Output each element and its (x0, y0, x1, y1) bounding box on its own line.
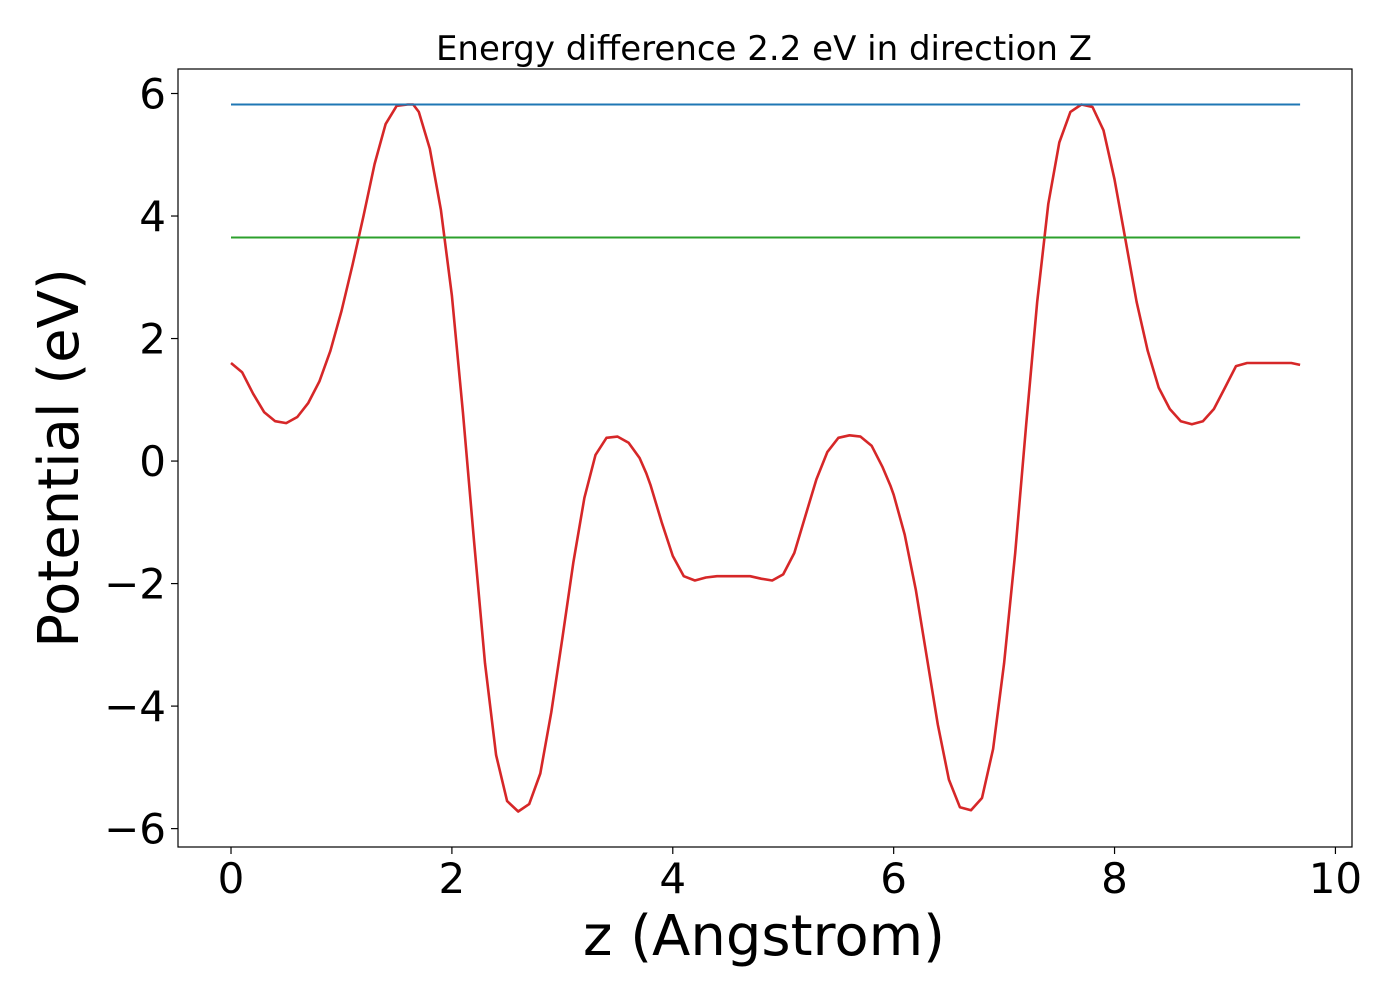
x-tick-label: 0 (218, 854, 245, 903)
y-tick-label: 6 (139, 70, 166, 119)
x-tick-label: 2 (439, 854, 466, 903)
x-axis-label: z (Angstrom) (583, 904, 945, 969)
x-ticks: 0 2 4 6 8 10 (218, 847, 1362, 903)
y-axis-label: Potential (eV) (27, 268, 92, 648)
y-ticks: −6 −4 −2 0 2 4 6 (104, 70, 178, 854)
axes-frame (177, 68, 1353, 848)
x-tick-label: 4 (659, 854, 686, 903)
x-tick-label: 8 (1101, 854, 1128, 903)
y-tick-label: 4 (139, 192, 166, 241)
x-tick-label: 10 (1309, 854, 1362, 903)
y-tick-label: 2 (139, 315, 166, 364)
chart-title: Energy difference 2.2 eV in direction Z (436, 29, 1092, 69)
y-tick-label: 0 (139, 437, 166, 486)
series-layer (230, 103, 1301, 813)
y-tick-label: −6 (104, 805, 166, 854)
plot-area (177, 68, 1353, 848)
y-tick-label: −2 (104, 560, 166, 609)
x-tick-label: 6 (880, 854, 907, 903)
y-tick-label: −4 (104, 682, 166, 731)
series-line-0 (230, 103, 1301, 813)
